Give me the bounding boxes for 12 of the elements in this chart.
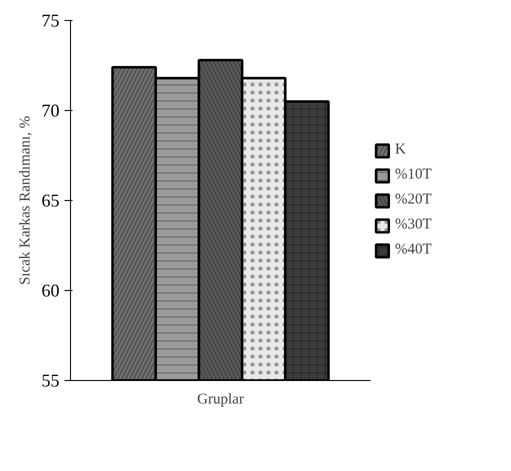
y-tick-label: 55 [42,370,60,390]
y-tick-label: 70 [42,100,60,120]
y-tick-label: 60 [42,280,60,300]
legend-label: K [395,142,407,158]
y-tick-label: 75 [42,10,60,30]
legend-label: %40T [395,242,432,258]
x-axis-title: Gruplar [197,392,244,408]
y-axis-title: Sıcak Karkas Randımanı, % [18,116,34,286]
legend-label: %30T [395,216,432,234]
y-tick-label: 65 [42,190,60,210]
legend-label: %20T [395,192,432,208]
legend-label: %10T [395,166,432,184]
